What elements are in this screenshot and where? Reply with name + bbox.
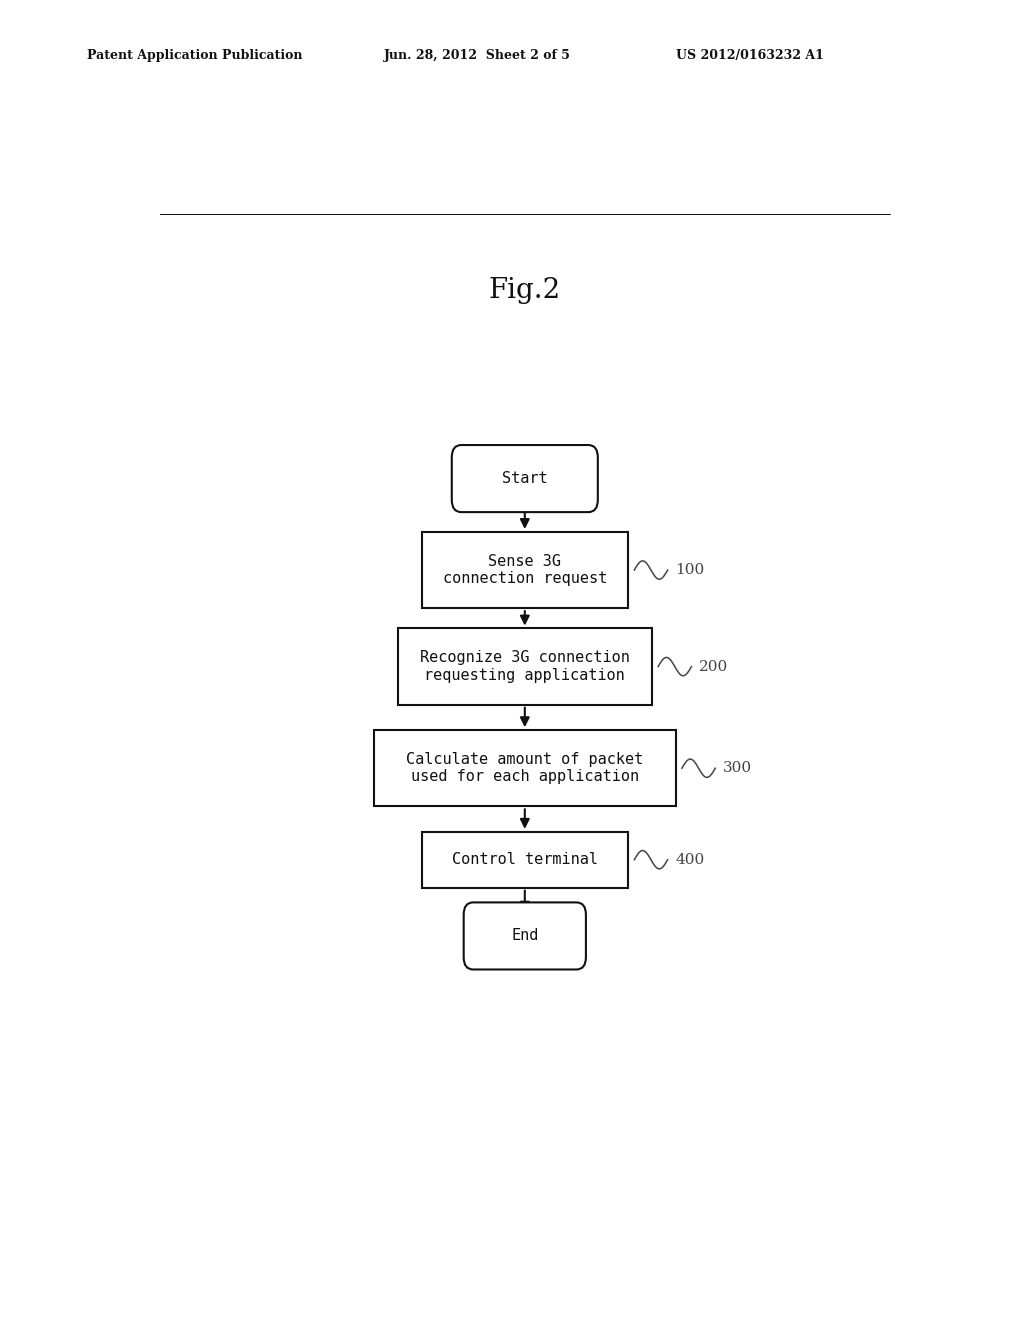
Bar <box>397 628 651 705</box>
Text: Calculate amount of packet
used for each application: Calculate amount of packet used for each… <box>407 752 643 784</box>
Text: Start: Start <box>502 471 548 486</box>
Text: Control terminal: Control terminal <box>452 853 598 867</box>
Text: Jun. 28, 2012  Sheet 2 of 5: Jun. 28, 2012 Sheet 2 of 5 <box>384 49 570 62</box>
Text: US 2012/0163232 A1: US 2012/0163232 A1 <box>676 49 823 62</box>
Bar <box>374 730 676 807</box>
Text: 400: 400 <box>676 853 705 867</box>
Text: End: End <box>511 928 539 944</box>
Text: Sense 3G
connection request: Sense 3G connection request <box>442 554 607 586</box>
Text: 100: 100 <box>676 564 705 577</box>
Text: Patent Application Publication: Patent Application Publication <box>87 49 302 62</box>
Text: Recognize 3G connection
requesting application: Recognize 3G connection requesting appli… <box>420 651 630 682</box>
Bar <box>422 532 628 609</box>
FancyBboxPatch shape <box>464 903 586 969</box>
Bar <box>422 832 628 887</box>
Text: 300: 300 <box>723 762 753 775</box>
Text: 200: 200 <box>699 660 729 673</box>
FancyBboxPatch shape <box>452 445 598 512</box>
Text: Fig.2: Fig.2 <box>488 277 561 304</box>
